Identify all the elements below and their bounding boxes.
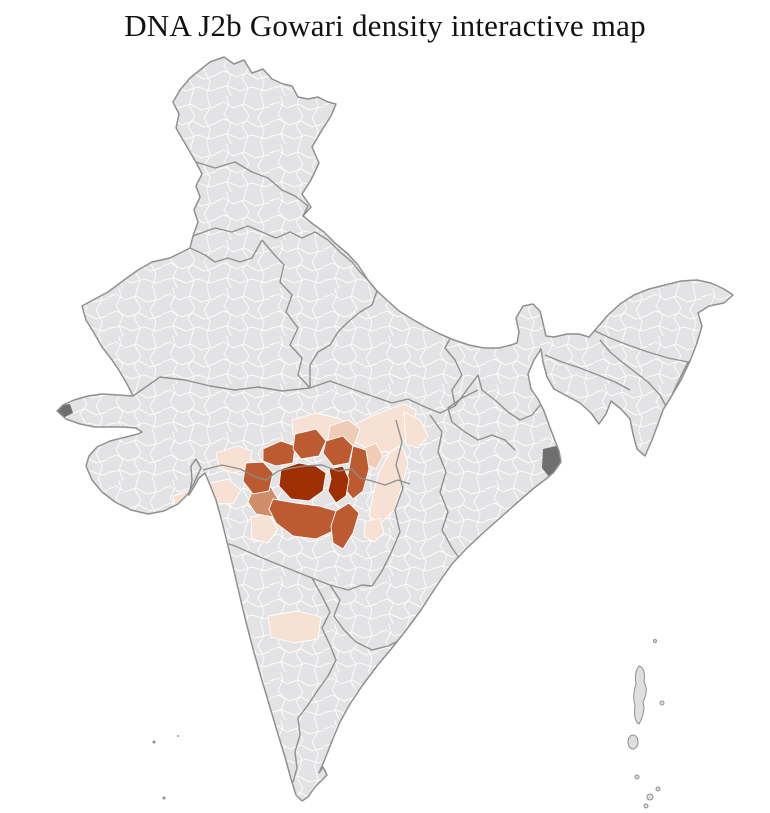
district-highest-1[interactable] <box>278 462 327 502</box>
district-highest-2[interactable] <box>327 465 350 504</box>
district-high-3[interactable] <box>322 435 354 467</box>
district-verylow-11[interactable] <box>363 517 385 543</box>
district-high-6[interactable] <box>268 498 337 540</box>
district-high-7[interactable] <box>330 502 360 550</box>
page-title: DNA J2b Gowari density interactive map <box>124 8 646 43</box>
state-boundaries <box>132 161 721 783</box>
district-high-4[interactable] <box>344 445 370 500</box>
district-verylow-3[interactable] <box>368 445 409 525</box>
lakshadweep-islands[interactable] <box>152 735 180 800</box>
andaman-nicobar-islands[interactable] <box>627 639 665 809</box>
district-verylow-8[interactable] <box>267 610 322 644</box>
district-high-1[interactable] <box>262 440 296 467</box>
district-verylow-10[interactable] <box>403 411 429 449</box>
district-high-2[interactable] <box>292 428 327 460</box>
